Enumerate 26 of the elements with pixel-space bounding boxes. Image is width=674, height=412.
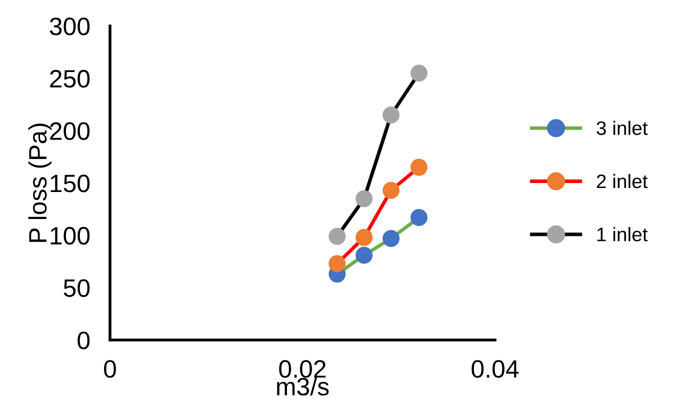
x-tick-label: 0	[104, 360, 116, 378]
point	[356, 190, 373, 208]
point	[382, 182, 400, 199]
legend-label: 2 inlet	[596, 174, 648, 188]
y-tick-label: 50	[64, 279, 90, 297]
point	[382, 106, 400, 124]
point	[410, 209, 428, 226]
point	[410, 158, 428, 176]
y-tick-label: 300	[50, 18, 90, 36]
y-axis-title: P loss (Pa)	[28, 124, 52, 242]
x-tick-label: 0.04	[472, 360, 519, 378]
y-tick-label: 250	[50, 70, 90, 88]
y-tick-label: 150	[50, 174, 90, 192]
point	[382, 230, 400, 247]
x-tick-label: 0.02	[279, 360, 326, 378]
legend-label: 3 inlet	[596, 120, 648, 136]
y-tick-label: 0	[78, 332, 90, 350]
y-tick-label: 100	[50, 226, 90, 245]
legend-label: 1 inlet	[597, 227, 648, 242]
point	[328, 228, 346, 245]
y-tick-label: 200	[50, 122, 90, 140]
x-axis-title: m3/s	[277, 377, 329, 396]
point	[328, 255, 346, 272]
point	[410, 64, 428, 82]
point	[356, 246, 373, 264]
point	[356, 228, 373, 246]
